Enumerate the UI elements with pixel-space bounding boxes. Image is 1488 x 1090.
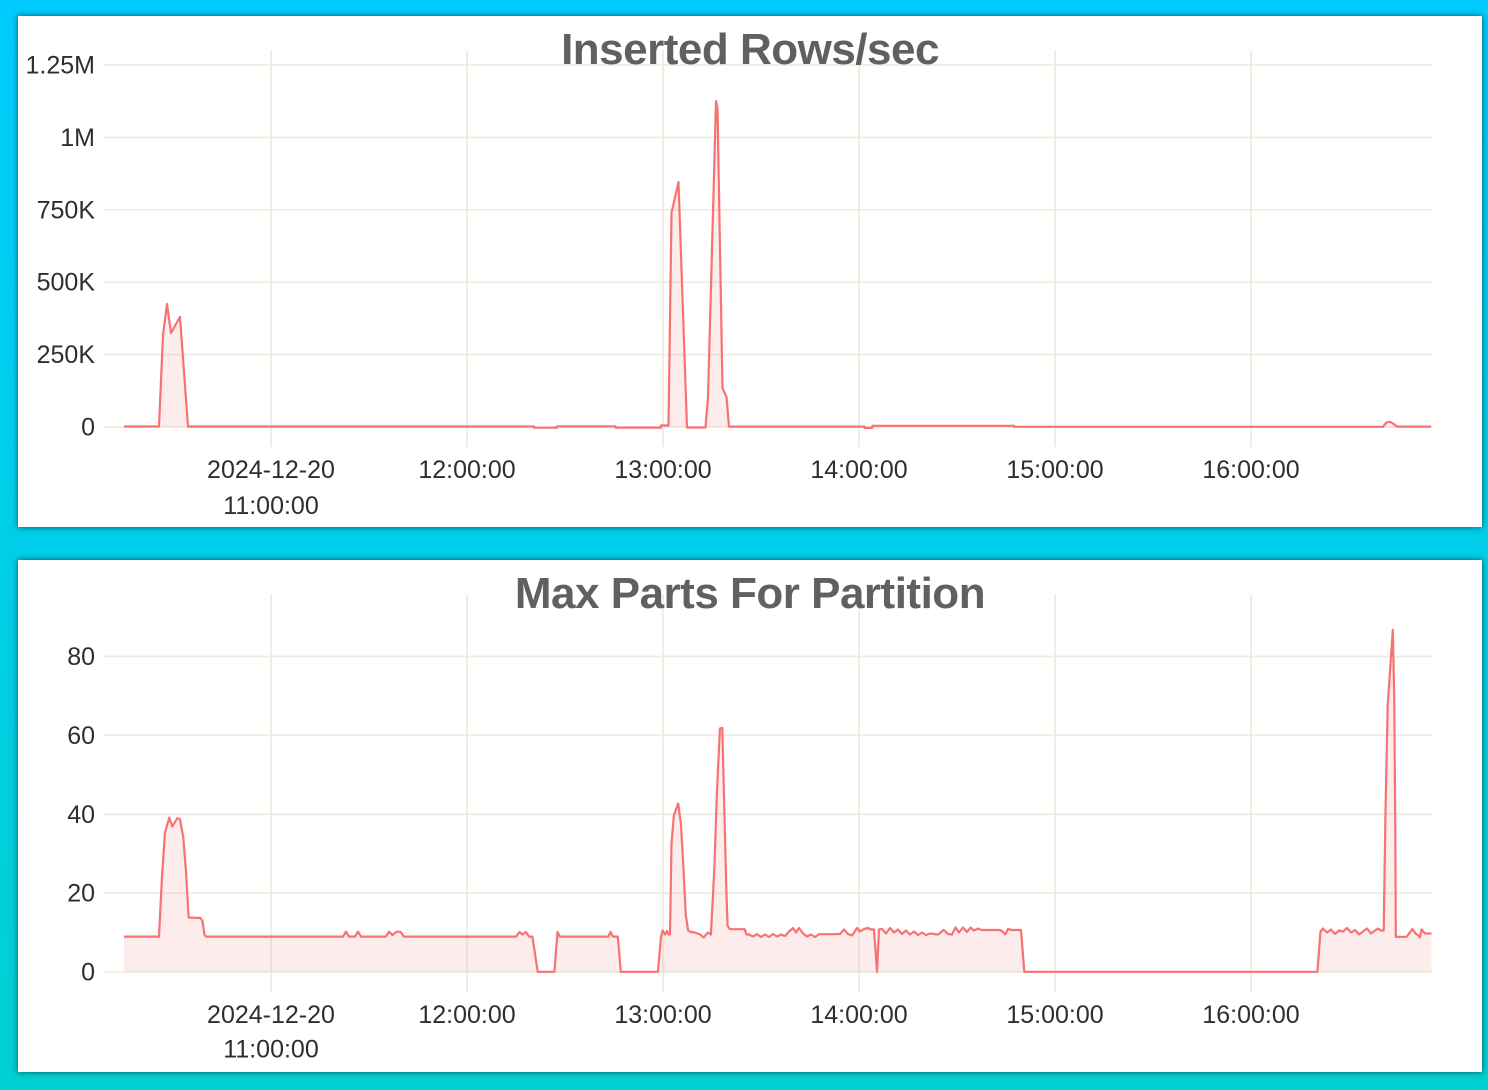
svg-text:40: 40: [67, 800, 95, 828]
svg-text:60: 60: [67, 721, 95, 749]
svg-text:Inserted Rows/sec: Inserted Rows/sec: [561, 25, 939, 74]
svg-text:13:00:00: 13:00:00: [614, 456, 711, 484]
svg-text:1M: 1M: [60, 124, 95, 152]
svg-text:12:00:00: 12:00:00: [418, 1001, 515, 1029]
svg-text:14:00:00: 14:00:00: [810, 456, 907, 484]
svg-text:15:00:00: 15:00:00: [1006, 456, 1103, 484]
svg-text:500K: 500K: [37, 269, 96, 297]
svg-text:20: 20: [67, 879, 95, 907]
svg-text:11:00:00: 11:00:00: [223, 492, 318, 520]
svg-text:13:00:00: 13:00:00: [614, 1001, 711, 1029]
svg-text:2024-12-20: 2024-12-20: [207, 1001, 335, 1029]
svg-text:15:00:00: 15:00:00: [1006, 1001, 1103, 1029]
svg-text:0: 0: [81, 958, 95, 986]
svg-text:750K: 750K: [37, 196, 96, 224]
svg-text:80: 80: [67, 643, 95, 671]
svg-text:12:00:00: 12:00:00: [418, 456, 515, 484]
svg-text:250K: 250K: [37, 341, 96, 369]
svg-text:11:00:00: 11:00:00: [223, 1035, 318, 1063]
svg-text:0: 0: [81, 414, 95, 442]
svg-text:Max Parts For Partition: Max Parts For Partition: [515, 569, 985, 618]
svg-text:16:00:00: 16:00:00: [1202, 1001, 1299, 1029]
svg-text:14:00:00: 14:00:00: [810, 1001, 907, 1029]
svg-text:16:00:00: 16:00:00: [1202, 456, 1299, 484]
svg-text:1.25M: 1.25M: [26, 52, 95, 80]
svg-text:2024-12-20: 2024-12-20: [207, 456, 335, 484]
